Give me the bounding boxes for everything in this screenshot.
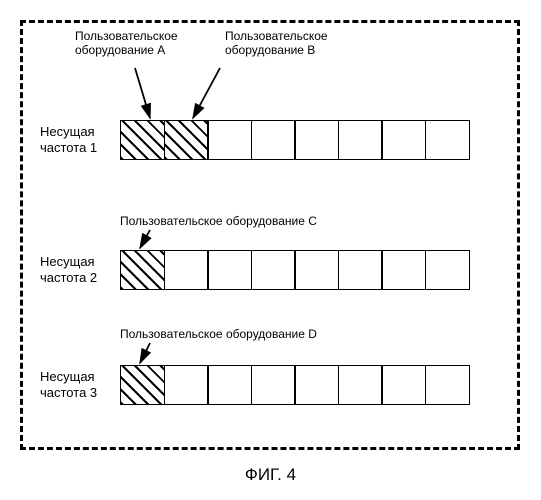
resource-block-hatched: [120, 120, 165, 160]
carrier-2-boxes: [120, 250, 470, 290]
figure-caption: ФИГ. 4: [0, 465, 541, 485]
carrier-1-label: Несущая частота 1: [40, 124, 97, 155]
resource-block-hatched: [164, 120, 209, 160]
carrier1-l2: частота 1: [40, 140, 97, 155]
carrier-1-boxes: [120, 120, 470, 160]
resource-block: [251, 365, 296, 405]
resource-block: [207, 365, 252, 405]
resource-block: [425, 365, 470, 405]
carrier-3-boxes: [120, 365, 470, 405]
equip-c-label: Пользовательское оборудование C: [120, 215, 317, 229]
equip-d-label: Пользовательское оборудование D: [120, 328, 317, 342]
equip-d-text: Пользовательское оборудование D: [120, 327, 317, 341]
resource-block: [338, 250, 383, 290]
resource-block: [425, 250, 470, 290]
resource-block: [294, 365, 339, 405]
resource-block: [338, 365, 383, 405]
equip-c-text: Пользовательское оборудование C: [120, 214, 317, 228]
resource-block-hatched: [120, 365, 165, 405]
carrier-2-label: Несущая частота 2: [40, 254, 97, 285]
carrier2-l1: Несущая: [40, 254, 95, 269]
resource-block: [381, 365, 426, 405]
resource-block: [251, 250, 296, 290]
resource-block: [381, 120, 426, 160]
resource-block: [294, 120, 339, 160]
resource-block: [164, 250, 209, 290]
carrier-3-label: Несущая частота 3: [40, 369, 97, 400]
resource-block-hatched: [120, 250, 165, 290]
resource-block: [381, 250, 426, 290]
resource-block: [251, 120, 296, 160]
resource-block: [207, 120, 252, 160]
resource-block: [294, 250, 339, 290]
carrier3-l1: Несущая: [40, 369, 95, 384]
carrier3-l2: частота 3: [40, 385, 97, 400]
carrier1-l1: Несущая: [40, 124, 95, 139]
resource-block: [425, 120, 470, 160]
carrier2-l2: частота 2: [40, 270, 97, 285]
resource-block: [207, 250, 252, 290]
resource-block: [338, 120, 383, 160]
resource-block: [164, 365, 209, 405]
